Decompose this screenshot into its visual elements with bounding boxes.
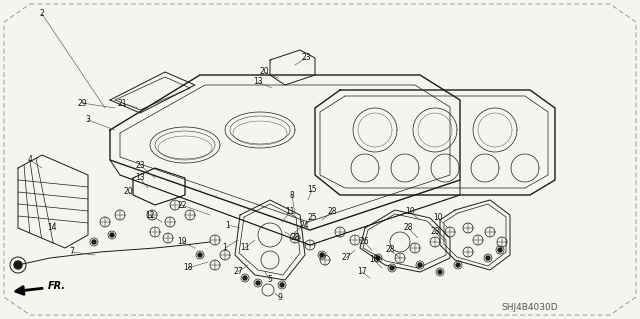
Text: 28: 28 <box>430 227 440 236</box>
Text: 23: 23 <box>301 54 311 63</box>
Circle shape <box>243 276 247 280</box>
Text: 12: 12 <box>145 211 155 219</box>
Text: 24: 24 <box>299 220 309 229</box>
Circle shape <box>198 253 202 257</box>
Circle shape <box>14 261 22 269</box>
Circle shape <box>438 270 442 274</box>
Circle shape <box>320 253 324 257</box>
Text: 22: 22 <box>177 201 187 210</box>
Text: 26: 26 <box>359 238 369 247</box>
Text: 13: 13 <box>253 78 263 86</box>
Circle shape <box>256 281 260 285</box>
Text: 2: 2 <box>40 10 44 19</box>
Text: 28: 28 <box>403 224 413 233</box>
Text: 8: 8 <box>290 190 294 199</box>
Circle shape <box>110 233 114 237</box>
Text: 14: 14 <box>47 224 57 233</box>
Text: 13: 13 <box>135 174 145 182</box>
Circle shape <box>418 263 422 267</box>
Text: SHJ4B4030D: SHJ4B4030D <box>502 303 558 313</box>
Text: 11: 11 <box>285 207 295 217</box>
Text: 15: 15 <box>307 186 317 195</box>
Circle shape <box>456 263 460 267</box>
Text: 28: 28 <box>291 234 300 242</box>
Text: 27: 27 <box>341 254 351 263</box>
Text: 4: 4 <box>28 155 33 165</box>
Text: 1: 1 <box>226 220 230 229</box>
Circle shape <box>280 283 284 287</box>
Text: 11: 11 <box>240 243 250 253</box>
Circle shape <box>498 248 502 252</box>
Circle shape <box>376 256 380 260</box>
Text: 5: 5 <box>268 276 273 285</box>
Text: 3: 3 <box>86 115 90 124</box>
Text: 9: 9 <box>278 293 282 302</box>
Text: 25: 25 <box>307 213 317 222</box>
Text: 27: 27 <box>233 268 243 277</box>
Text: 17: 17 <box>357 268 367 277</box>
Text: 10: 10 <box>433 213 443 222</box>
Text: 16: 16 <box>369 256 379 264</box>
Text: FR.: FR. <box>48 281 66 291</box>
Text: 28: 28 <box>385 246 395 255</box>
Text: 29: 29 <box>77 99 87 108</box>
Circle shape <box>390 266 394 270</box>
Text: 19: 19 <box>177 238 187 247</box>
Text: 20: 20 <box>123 188 133 197</box>
Text: 18: 18 <box>183 263 193 272</box>
Text: 1: 1 <box>223 243 227 253</box>
Text: 21: 21 <box>117 99 127 108</box>
Text: 23: 23 <box>135 160 145 169</box>
Circle shape <box>92 240 96 244</box>
Text: 28: 28 <box>327 207 337 217</box>
Text: 20: 20 <box>259 68 269 77</box>
Text: 10: 10 <box>405 207 415 217</box>
Circle shape <box>486 256 490 260</box>
Text: 7: 7 <box>70 248 74 256</box>
